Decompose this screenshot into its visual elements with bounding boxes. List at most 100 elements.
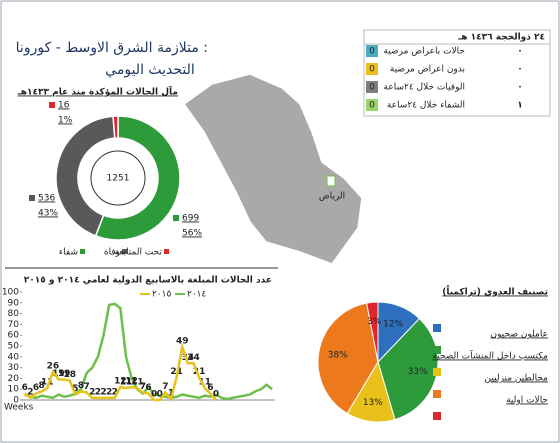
map (182, 73, 363, 265)
data-label: 12 (125, 377, 138, 387)
data-label: 11 (41, 378, 54, 388)
data-label: 6 (33, 383, 39, 393)
legend-label: حالات اولية (506, 396, 548, 406)
legend-swatch (122, 249, 127, 254)
donut-percent: 56% (182, 229, 202, 239)
data-label: 12 (114, 377, 127, 387)
data-label: 34 (182, 353, 195, 363)
status-count: ٠ (517, 47, 523, 57)
legend-label: مكتسب داخل المنشآت الصحية (432, 350, 548, 362)
legend-label: ٢٠١٥ (152, 290, 172, 300)
status-count: ١ (517, 101, 523, 111)
status-badge-value: 0 (369, 47, 375, 57)
data-label: 6 (145, 383, 151, 393)
data-label: 18 (64, 370, 77, 380)
donut-value: 16 (58, 101, 70, 111)
label-swatch (29, 195, 35, 201)
legend-label: شفاء (59, 248, 78, 258)
y-tick-label: 20 (8, 374, 20, 384)
status-badge (366, 45, 378, 57)
y-tick-label: 70 (8, 320, 20, 330)
status-badge (366, 81, 378, 93)
data-label: 6 (22, 383, 28, 393)
data-label: 0 (151, 390, 157, 400)
legend-label: مخالطين منزليين (485, 374, 549, 384)
status-badge-value: 0 (369, 101, 375, 111)
y-tick-label: 30 (8, 363, 20, 373)
donut-total: 1251 (107, 174, 130, 184)
label-swatch (173, 215, 179, 221)
map-pin (326, 175, 336, 187)
legend-swatch (80, 249, 85, 254)
status-badge (366, 99, 378, 111)
data-label: 7 (84, 382, 90, 392)
pie-label: 33% (408, 367, 428, 377)
status-count: ٠ (517, 83, 523, 93)
donut-percent: 43% (38, 209, 58, 219)
data-label: 2 (27, 387, 33, 397)
data-label: 7 (140, 382, 146, 392)
status-date: ٢٤ ذوالحجة ١٤٣٦ هـ (457, 33, 545, 43)
data-label: 8 (39, 381, 45, 391)
status-label: الوفيات خلال ٢٤ساعة (384, 83, 465, 93)
status-badge-value: 0 (369, 65, 375, 75)
y-tick-label: 40 (8, 352, 20, 362)
label-swatch (49, 102, 55, 108)
donut-slice (94, 115, 181, 241)
y-tick-label: 80 (8, 309, 20, 319)
data-label: 7 (162, 382, 168, 392)
data-label: 1 (168, 388, 174, 398)
line-title: عدد الحالات المبلغة بالاسابيع الدولية لع… (24, 276, 272, 286)
y-tick-label: 90 (8, 298, 20, 308)
legend-swatch (433, 390, 441, 398)
status-label: بدون اعراض مرضية (390, 65, 465, 75)
data-label: 2 (89, 387, 95, 397)
pie-slice (377, 317, 439, 421)
data-label: 2 (95, 387, 101, 397)
pie-title: تصنيف العدوى (تراكمياً) (442, 285, 548, 298)
data-label: 0 (213, 390, 219, 400)
legend-label: تحت المتابعة (114, 248, 162, 258)
pie-label: 38% (328, 350, 348, 360)
legend-swatch (164, 249, 169, 254)
x-axis-label: Weeks (4, 403, 34, 413)
status-label: الشفاء خلال ٢٤ساعة (387, 101, 465, 111)
donut-slice (112, 115, 119, 139)
data-label: 2 (112, 387, 118, 397)
legend-label: وفاة (104, 248, 120, 258)
pie-label: 13% (363, 398, 383, 408)
subtitle: التحديث اليومي (105, 62, 195, 78)
data-label: 5 (72, 384, 78, 394)
map-label: الرياض (319, 192, 345, 202)
y-tick-label: 100 (2, 288, 19, 298)
data-label: 6 (207, 383, 213, 393)
data-label: 26 (47, 361, 60, 371)
legend-swatch (433, 368, 441, 376)
y-tick-label: 0 (13, 396, 19, 406)
donut-center (90, 150, 146, 206)
status-label: حالات باعراض مرضية (383, 47, 465, 57)
pie-slice (366, 301, 379, 363)
legend-label: ٢٠١٤ (187, 290, 207, 300)
y-tick-label: 50 (8, 342, 20, 352)
data-label: 21 (193, 367, 206, 377)
status-count: ٠ (517, 65, 523, 75)
status-badge-value: 0 (369, 83, 375, 93)
y-tick-label: 60 (8, 331, 20, 341)
status-badge (366, 63, 378, 75)
donut-value: 699 (182, 214, 199, 224)
legend-swatch (433, 324, 441, 332)
donut-value: 536 (38, 194, 55, 204)
data-label: 2 (100, 387, 106, 397)
data-label: 11 (120, 378, 133, 388)
data-label: 19 (58, 369, 71, 379)
donut-slice (55, 115, 116, 237)
y-tick-label: 10 (8, 385, 20, 395)
data-label: 34 (187, 353, 200, 363)
donut-title: مآل الحالات المؤكدة منذ عام ١٤٣٣هـ (17, 86, 178, 98)
series-line (24, 342, 217, 402)
data-label: 2 (106, 387, 112, 397)
data-label: 49 (176, 337, 189, 347)
data-label: 19 (52, 369, 65, 379)
